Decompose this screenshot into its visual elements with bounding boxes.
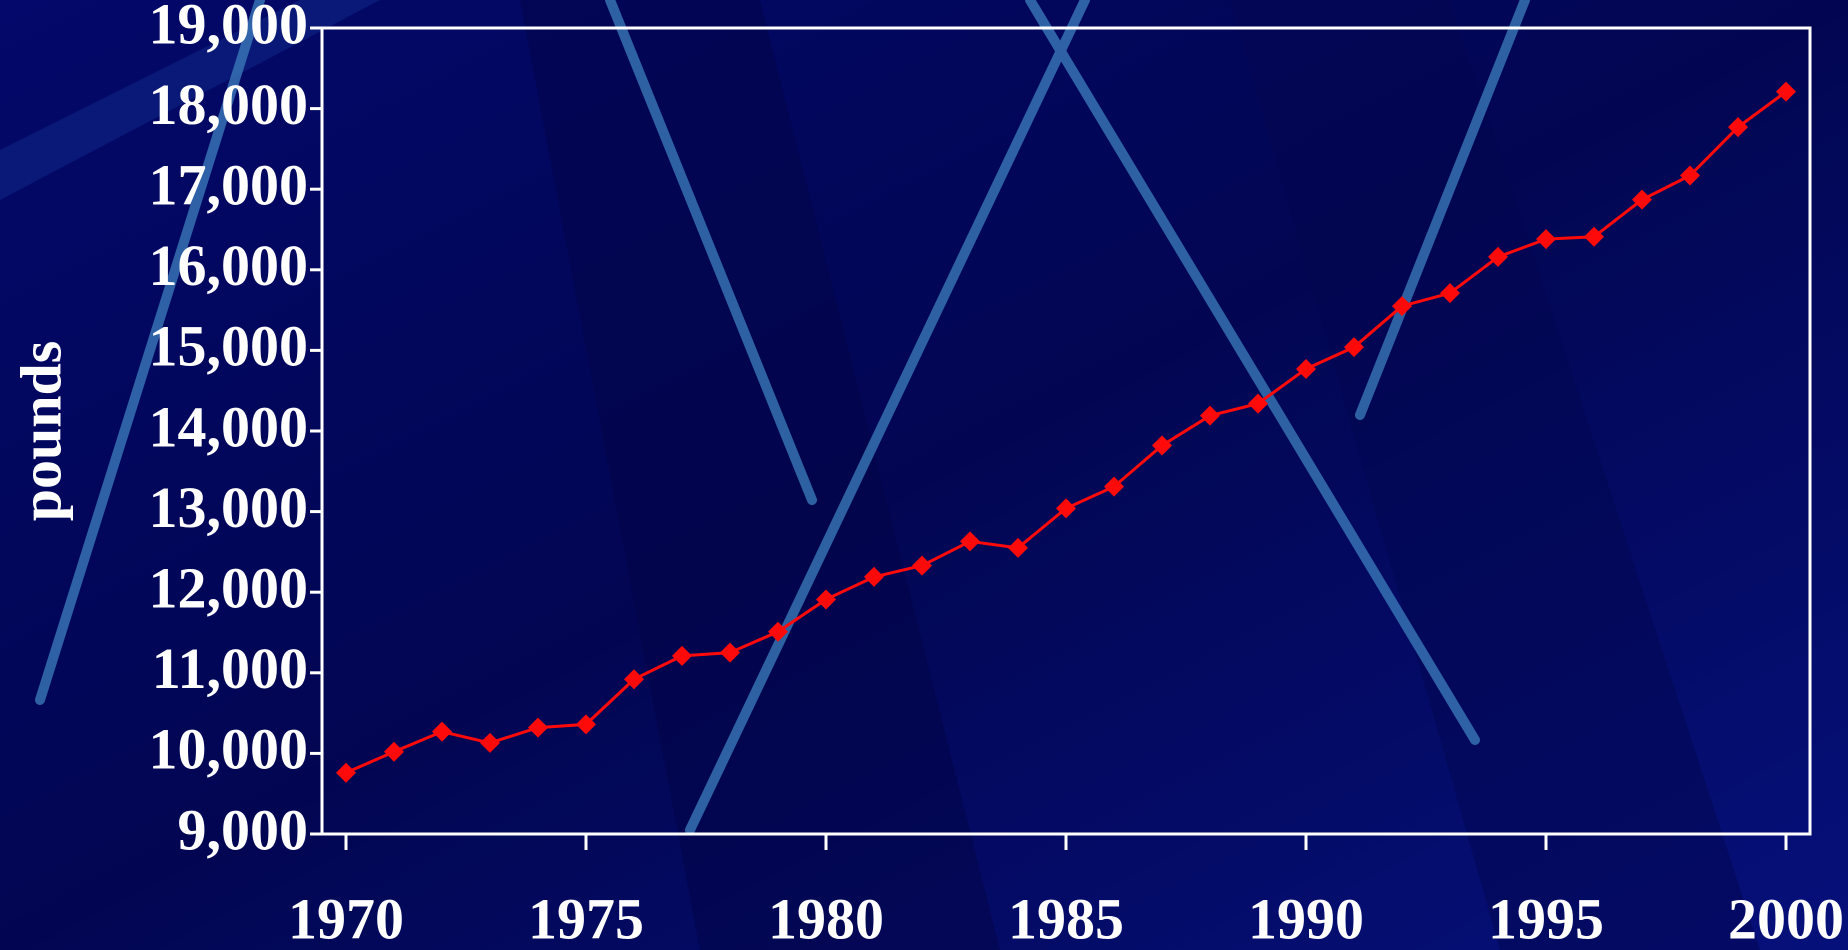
y-tick-label: 9,000	[178, 797, 309, 862]
y-tick-label: 17,000	[149, 153, 309, 218]
y-tick-label: 15,000	[149, 314, 309, 379]
y-tick-label: 10,000	[149, 717, 309, 782]
y-tick-label: 13,000	[149, 475, 309, 540]
y-tick-label: 11,000	[152, 636, 308, 701]
x-tick-label: 1975	[528, 886, 644, 950]
x-tick-label: 1980	[768, 886, 884, 950]
x-tick-label: 1985	[1008, 886, 1124, 950]
x-tick-label: 2000	[1728, 886, 1844, 950]
y-tick-label: 12,000	[149, 556, 309, 621]
x-tick-label: 1990	[1248, 886, 1364, 950]
y-tick-label: 18,000	[149, 72, 309, 137]
page: pounds 9,000 10,000 11,000 12,000 13,000 14,0…	[0, 0, 1848, 950]
y-tick-label: 19,000	[149, 0, 309, 56]
y-tick-label: 16,000	[149, 233, 309, 298]
y-tick-label: 14,000	[149, 394, 309, 459]
y-axis-title: pounds	[8, 341, 73, 522]
x-tick-label: 1970	[288, 886, 404, 950]
chart: pounds 9,000 10,000 11,000 12,000 13,000 14,0…	[0, 0, 1848, 950]
x-tick-label: 1995	[1488, 886, 1604, 950]
